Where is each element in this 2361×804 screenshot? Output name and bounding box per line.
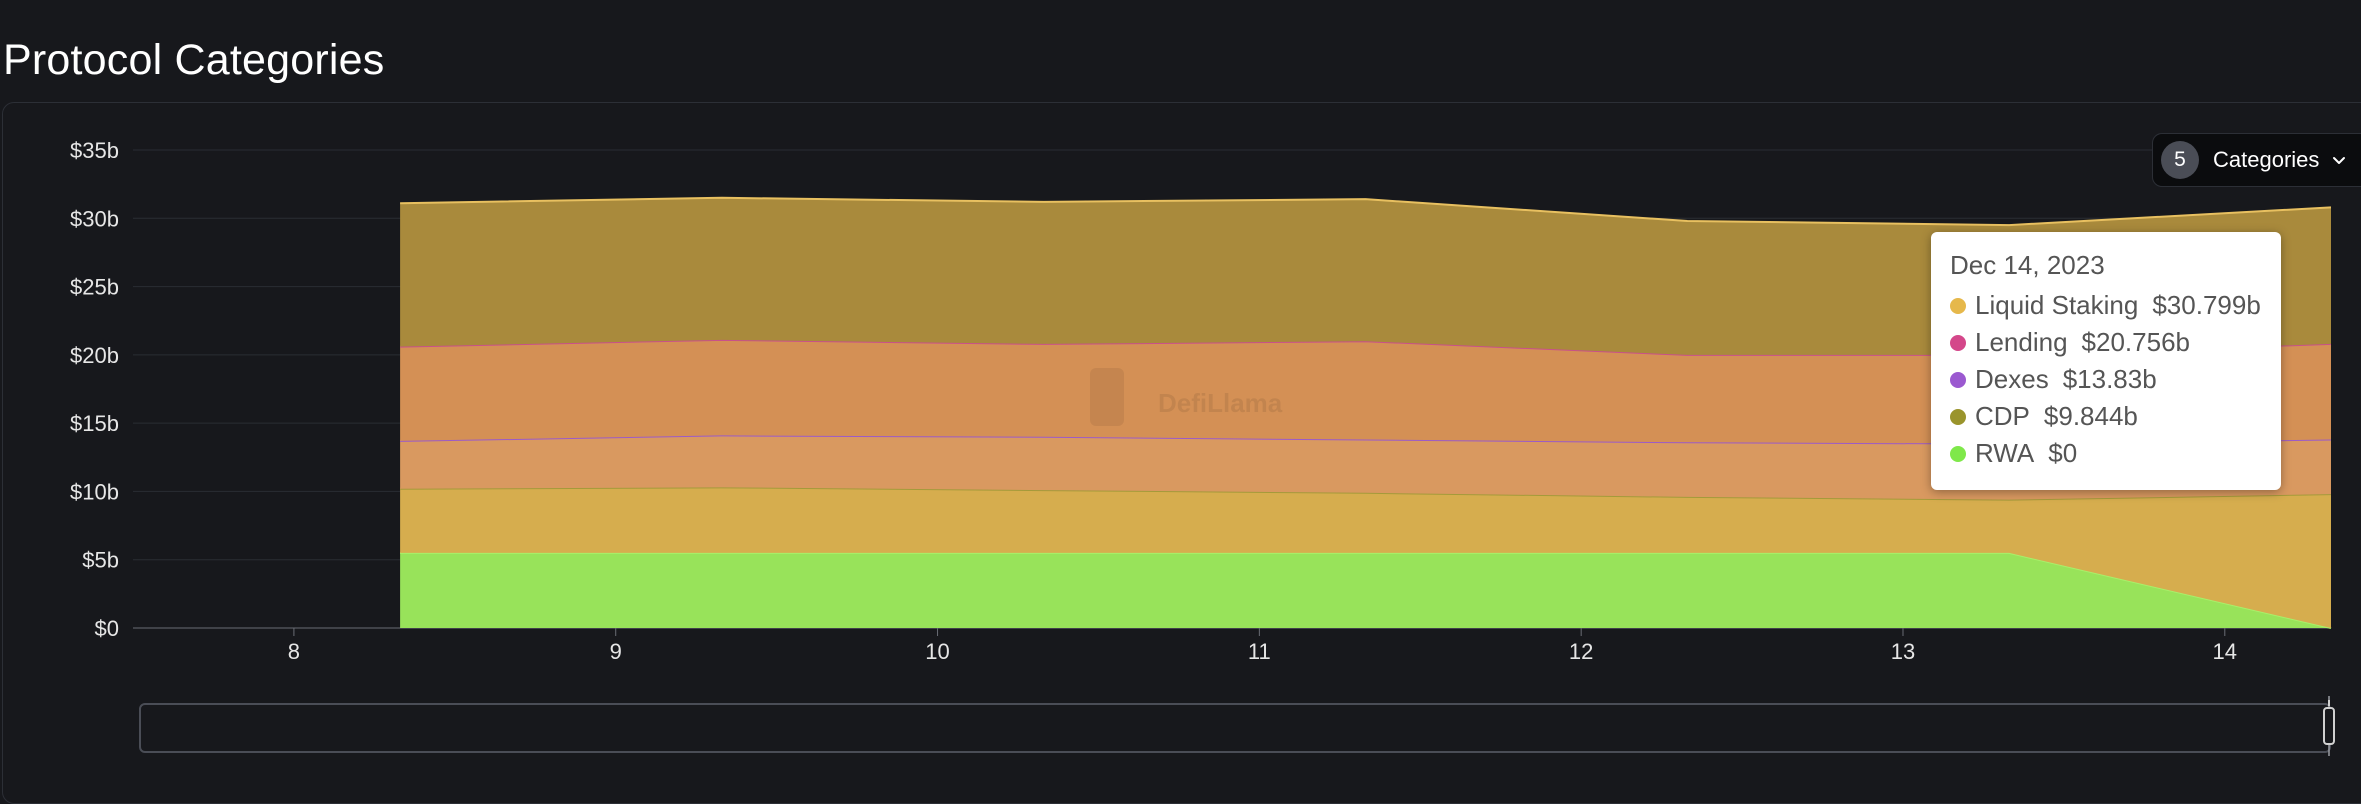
- tooltip-series-name: Liquid Staking: [1975, 290, 2139, 320]
- data-zoom-slider[interactable]: [139, 703, 2331, 753]
- x-tick-label: 9: [610, 639, 622, 664]
- chart-tooltip: Dec 14, 2023 Liquid Staking $30.799b Len…: [1931, 232, 2281, 490]
- stacked-area-chart[interactable]: $0 $5b $10b $15b $20b $25b $30b $35b 8 9 10 11 12 13 1…: [0, 0, 2361, 772]
- tooltip-series-value: $13.83b: [2062, 364, 2157, 394]
- x-tick-label: 10: [925, 639, 949, 664]
- categories-dropdown-button[interactable]: 5 Categories: [2152, 133, 2361, 187]
- tooltip-row: CDP $9.844b: [1950, 398, 2281, 435]
- tooltip-series-name: CDP: [1975, 401, 2030, 431]
- series-color-dot: [1950, 445, 1966, 462]
- tooltip-series-value: $20.756b: [2081, 327, 2190, 357]
- y-tick-label: $10b: [70, 479, 119, 504]
- llama-logo-icon: [1090, 368, 1124, 426]
- area-lending: [400, 339, 2331, 444]
- y-tick-label: $30b: [70, 206, 119, 231]
- tooltip-date: Dec 14, 2023: [1950, 250, 2105, 280]
- category-count-badge: 5: [2161, 141, 2199, 179]
- area-rwa: [400, 552, 2331, 628]
- tooltip-series-name: Lending: [1975, 327, 2068, 357]
- series-color-dot: [1950, 334, 1966, 351]
- area-dexes: [400, 435, 2331, 500]
- categories-label: Categories: [2213, 147, 2320, 172]
- tooltip-series-value: $0: [2048, 438, 2078, 468]
- tooltip-row: Dexes $13.83b: [1950, 361, 2281, 398]
- y-tick-label: $25b: [70, 275, 119, 300]
- x-tick-label: 8: [288, 639, 300, 664]
- series-color-dot: [1950, 371, 1966, 388]
- tooltip-row: RWA $0: [1950, 435, 2281, 472]
- tooltip-series-value: $9.844b: [2043, 401, 2138, 431]
- line-liquid-staking: [400, 196, 2332, 227]
- watermark-text: DefiLlama: [1158, 388, 1283, 418]
- tooltip-row: Lending $20.756b: [1950, 324, 2281, 361]
- x-tick-label: 12: [1569, 639, 1593, 664]
- area-cdp: [400, 487, 2331, 628]
- x-tick-label: 13: [1891, 639, 1915, 664]
- y-tick-label: $5b: [82, 548, 119, 573]
- y-tick-label: $15b: [70, 411, 119, 436]
- y-tick-label: $20b: [70, 343, 119, 368]
- x-tick-label: 11: [1248, 639, 1271, 664]
- series-color-dot: [1950, 297, 1966, 314]
- y-tick-label: $35b: [70, 138, 119, 163]
- y-tick-label: $0: [95, 616, 119, 641]
- page-title: Protocol Categories: [3, 36, 385, 84]
- tooltip-series-name: RWA: [1975, 438, 2035, 468]
- area-liquid-staking: [400, 197, 2331, 355]
- x-tick-label: 14: [2213, 639, 2237, 664]
- tooltip-series-name: Dexes: [1975, 364, 2049, 394]
- zoom-handle-right[interactable]: [2322, 696, 2336, 756]
- chevron-down-icon: [2333, 157, 2346, 164]
- tooltip-series-value: $30.799b: [2152, 290, 2261, 320]
- series-color-dot: [1950, 408, 1966, 425]
- tooltip-row: Liquid Staking $30.799b: [1950, 287, 2281, 324]
- line-rwa: [400, 551, 2332, 629]
